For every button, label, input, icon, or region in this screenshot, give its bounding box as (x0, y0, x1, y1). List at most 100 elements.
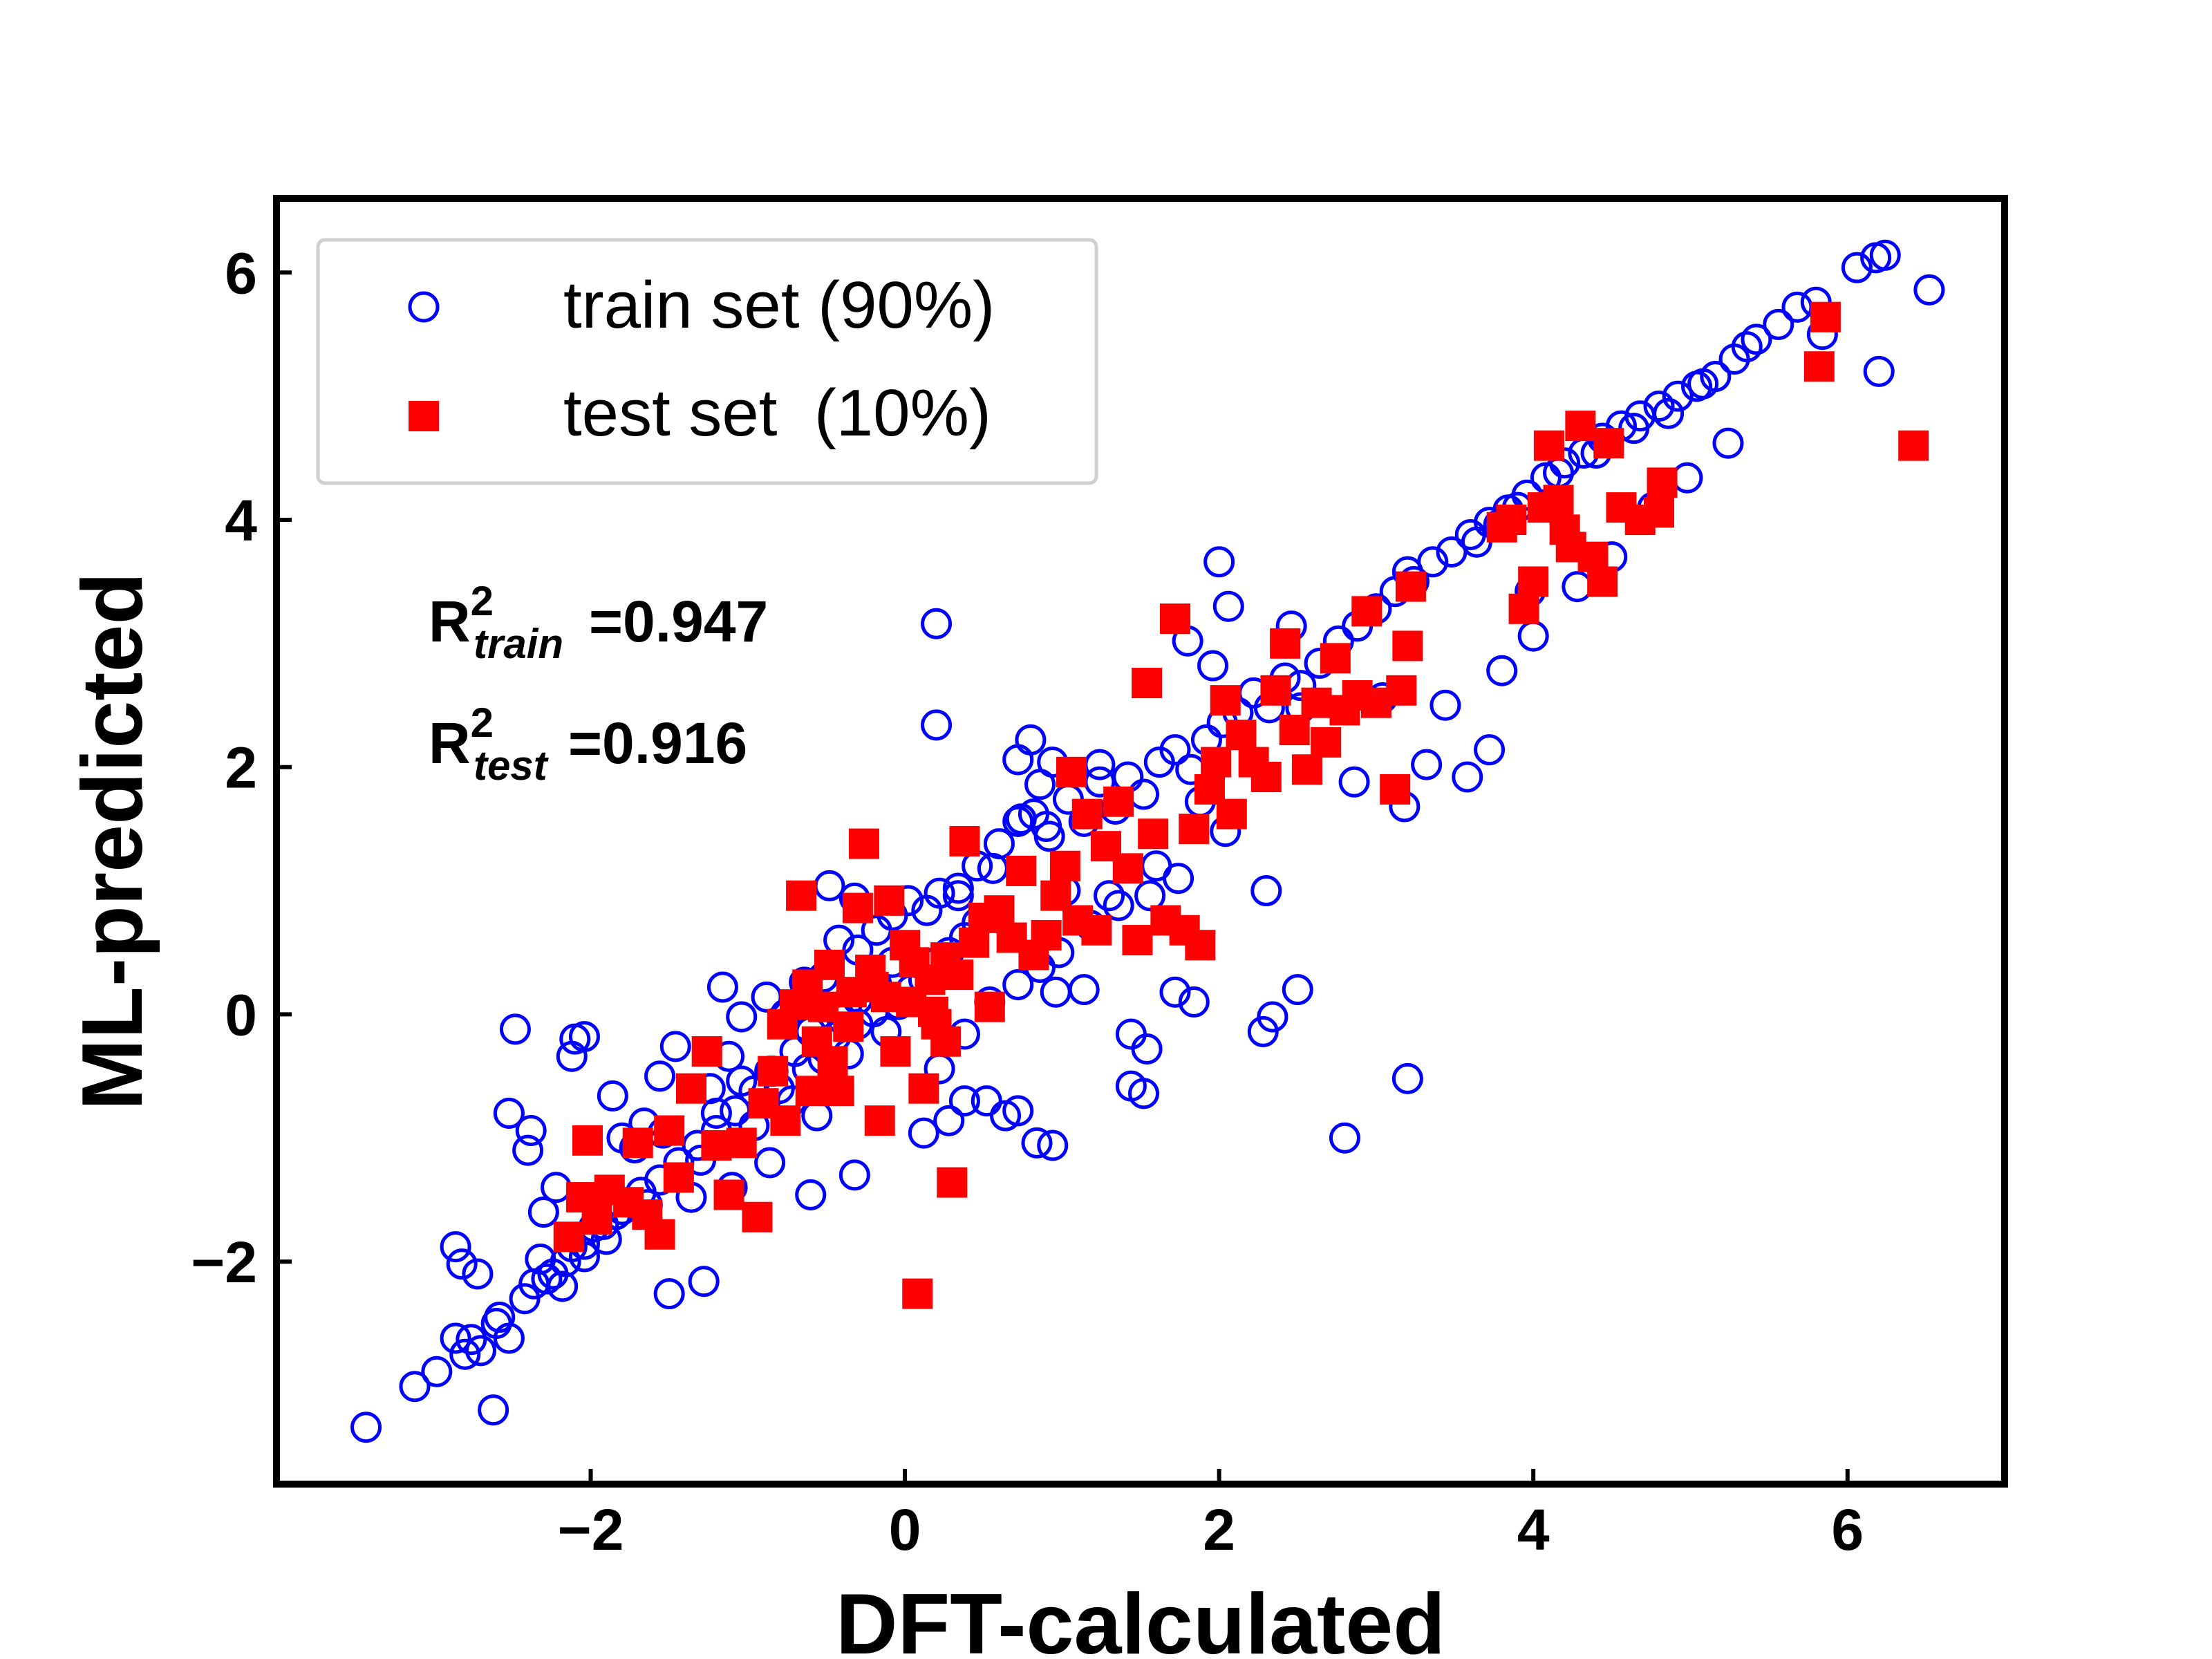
train-point (700, 1097, 732, 1129)
train-point (1257, 1001, 1288, 1033)
test-point (1185, 930, 1216, 961)
test-point (553, 1221, 584, 1253)
train-point (908, 1117, 939, 1149)
train-point (1863, 355, 1895, 387)
test-point (943, 959, 974, 991)
train-point (1763, 308, 1794, 340)
test-point (1122, 925, 1153, 956)
test-point (937, 1167, 968, 1198)
test-point (817, 1046, 848, 1077)
train-point (1068, 974, 1100, 1006)
train-point (1002, 744, 1034, 776)
train-point (1002, 968, 1034, 1000)
test-point (1279, 715, 1310, 746)
test-point (1071, 798, 1103, 830)
test-point (770, 1105, 801, 1136)
test-point (880, 1036, 911, 1067)
train-point (1741, 324, 1772, 355)
test-point (870, 982, 901, 1013)
test-point (1593, 428, 1624, 459)
train-point (1115, 1018, 1147, 1050)
train-point (1131, 1033, 1163, 1065)
train-point (350, 1412, 382, 1443)
train-point (449, 1338, 481, 1370)
test-point (767, 1009, 798, 1040)
y-tick-label: 4 (225, 488, 257, 553)
test-point (713, 1179, 744, 1210)
train-point (440, 1322, 471, 1354)
train-point (1203, 546, 1235, 578)
train-point (1662, 380, 1694, 412)
test-point (823, 1076, 854, 1107)
svg-text:R2: R2 (429, 700, 494, 776)
train-point (1040, 976, 1071, 1008)
test-point (1533, 430, 1564, 461)
r2-test-base: R (429, 711, 471, 776)
train-point (1002, 1095, 1034, 1127)
train-point (933, 1105, 965, 1136)
test-point (1250, 762, 1282, 792)
train-point (1452, 761, 1483, 793)
test-point (842, 892, 873, 924)
train-point (1329, 1122, 1360, 1154)
train-point (1159, 734, 1191, 766)
r2-test-value: =0.916 (568, 711, 747, 776)
legend-test-label: test set (10%) (563, 376, 991, 450)
test-point (1803, 351, 1835, 382)
test-point (1392, 630, 1423, 662)
test-point (622, 1127, 653, 1159)
y-tick-label: −2 (191, 1230, 257, 1295)
legend-train-label: train set (90%) (563, 268, 995, 342)
test-point (1179, 814, 1210, 845)
test-point (676, 1073, 706, 1104)
test-point (1291, 754, 1322, 785)
test-point (814, 949, 845, 980)
test-point (1056, 756, 1087, 787)
train-point (1781, 291, 1813, 323)
test-point (1226, 720, 1257, 751)
train-point (644, 1060, 676, 1092)
x-tick-label: 2 (1203, 1497, 1235, 1562)
test-point (1898, 430, 1929, 461)
train-point (597, 1080, 628, 1112)
test-point (1518, 566, 1549, 597)
test-point (1543, 485, 1574, 516)
train-point (1430, 689, 1461, 721)
r2-test-sup: 2 (471, 700, 494, 746)
train-point (1869, 239, 1901, 271)
train-point (1128, 1078, 1160, 1109)
test-point (974, 991, 1005, 1022)
r2-train-value: =0.947 (589, 589, 768, 654)
train-point (465, 1335, 496, 1367)
train-point (512, 1134, 544, 1166)
test-point (902, 1278, 933, 1309)
train-point (1282, 974, 1313, 1006)
test-point (1031, 919, 1062, 950)
test-point (899, 947, 930, 978)
r2-train-sub: train (474, 621, 563, 667)
test-point (758, 1056, 789, 1087)
test-point (742, 1201, 773, 1232)
test-point (663, 1162, 694, 1193)
train-point (1653, 397, 1685, 429)
x-tick-label: 4 (1517, 1497, 1550, 1562)
test-point (654, 1115, 685, 1146)
train-point (1913, 274, 1945, 306)
train-point (568, 1241, 600, 1273)
x-tick-label: 6 (1831, 1497, 1864, 1562)
train-point (531, 1263, 563, 1295)
x-axis: −2 0 2 4 6 (558, 1469, 1864, 1562)
train-point (1486, 655, 1518, 686)
test-point (1049, 850, 1080, 881)
train-point (1015, 724, 1047, 756)
train-point (1517, 620, 1549, 652)
test-series (553, 301, 1929, 1309)
r2-train-annotation: R2 train =0.947 (429, 578, 768, 667)
train-point (942, 872, 974, 904)
y-tick-label: 0 (225, 982, 257, 1047)
test-point (1351, 596, 1382, 627)
test-point (1270, 628, 1301, 659)
train-point (1141, 850, 1172, 882)
test-point (1496, 505, 1527, 535)
